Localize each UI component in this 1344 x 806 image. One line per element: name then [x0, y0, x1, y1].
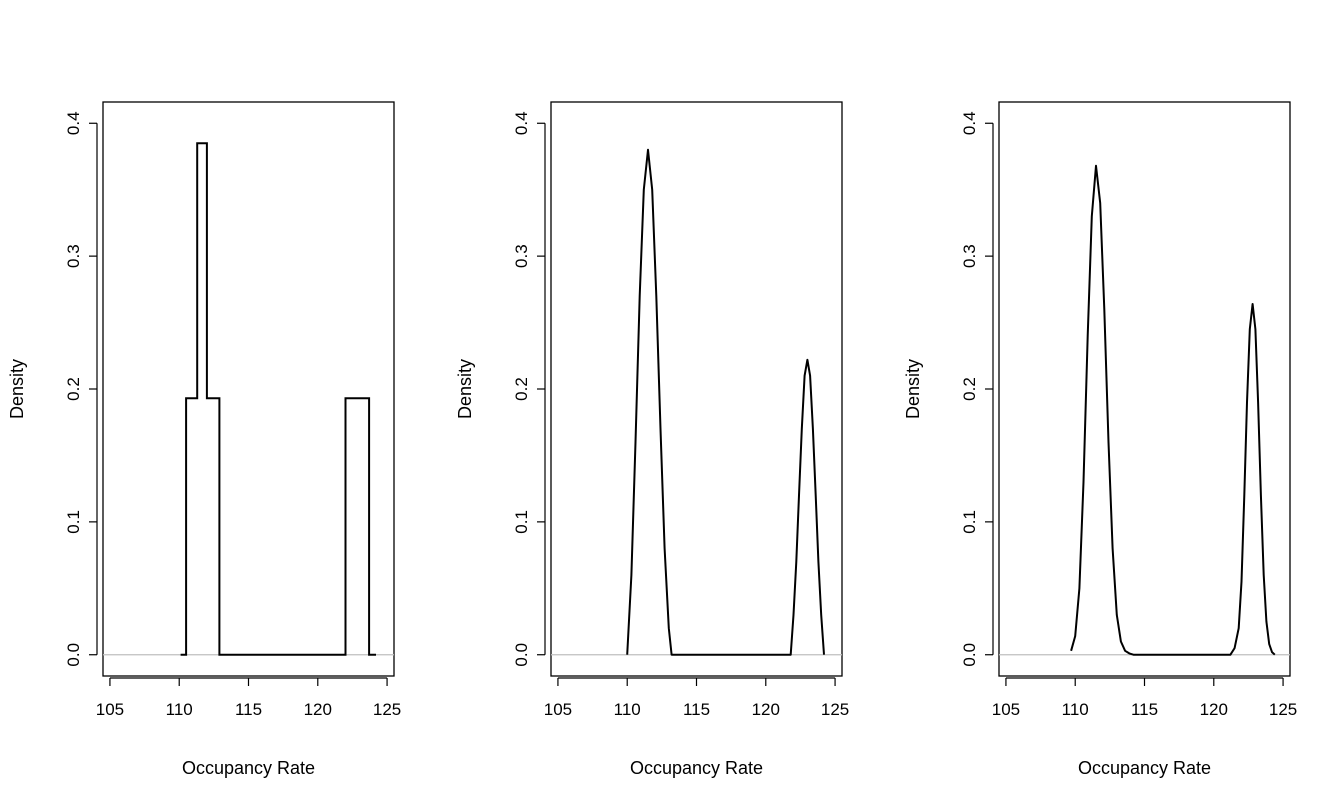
x-tick-label: 115	[235, 700, 262, 719]
y-axis-title: Density	[455, 359, 475, 419]
plot-frame	[998, 101, 1291, 677]
x-tick-label: 105	[96, 700, 124, 719]
y-tick-label: 0.3	[64, 244, 83, 268]
x-tick-label: 115	[683, 700, 710, 719]
plot-frame	[550, 101, 843, 677]
density-panel-2: 105 110 115 120 125 0.0 0.1 0.2 0.3 0.4 Occupancy …	[455, 101, 849, 778]
y-tick-label: 0.4	[960, 111, 979, 135]
x-tick-label: 125	[821, 700, 849, 719]
x-tick-label: 110	[1062, 700, 1089, 719]
y-tick-label: 0.0	[64, 643, 83, 667]
x-tick-label: 120	[304, 700, 332, 719]
x-tick-label: 125	[1269, 700, 1297, 719]
y-tick-label: 0.2	[64, 377, 83, 401]
x-tick-label: 120	[752, 700, 780, 719]
y-axis-title: Density	[903, 359, 923, 419]
x-tick-label: 115	[1131, 700, 1158, 719]
density-panel-3: 105 110 115 120 125 0.0 0.1 0.2 0.3 0.4 Occupancy …	[903, 101, 1297, 778]
y-tick-label: 0.0	[512, 643, 531, 667]
plot-frame	[102, 101, 395, 677]
y-tick-label: 0.1	[960, 510, 979, 534]
density-curve	[626, 148, 825, 656]
x-tick-label: 105	[544, 700, 572, 719]
x-tick-label: 110	[166, 700, 193, 719]
x-axis-title: Occupancy Rate	[182, 758, 315, 778]
y-tick-label: 0.2	[512, 377, 531, 401]
y-tick-label: 0.1	[64, 510, 83, 534]
y-tick-label: 0.4	[512, 111, 531, 135]
x-tick-label: 110	[614, 700, 641, 719]
density-curve	[180, 142, 376, 656]
y-tick-label: 0.2	[960, 377, 979, 401]
density-panel-1: 105 110 115 120 125 0.0 0.1 0.2 0.3 0.4 Occupancy …	[7, 101, 401, 778]
x-tick-label: 125	[373, 700, 401, 719]
x-axis-title: Occupancy Rate	[1078, 758, 1211, 778]
y-tick-label: 0.4	[64, 111, 83, 135]
y-tick-label: 0.3	[512, 244, 531, 268]
density-curve	[1070, 164, 1276, 656]
x-tick-label: 120	[1200, 700, 1228, 719]
y-axis-title: Density	[7, 359, 27, 419]
y-tick-label: 0.3	[960, 244, 979, 268]
x-tick-label: 105	[992, 700, 1020, 719]
x-axis-title: Occupancy Rate	[630, 758, 763, 778]
y-tick-label: 0.0	[960, 643, 979, 667]
y-tick-label: 0.1	[512, 510, 531, 534]
